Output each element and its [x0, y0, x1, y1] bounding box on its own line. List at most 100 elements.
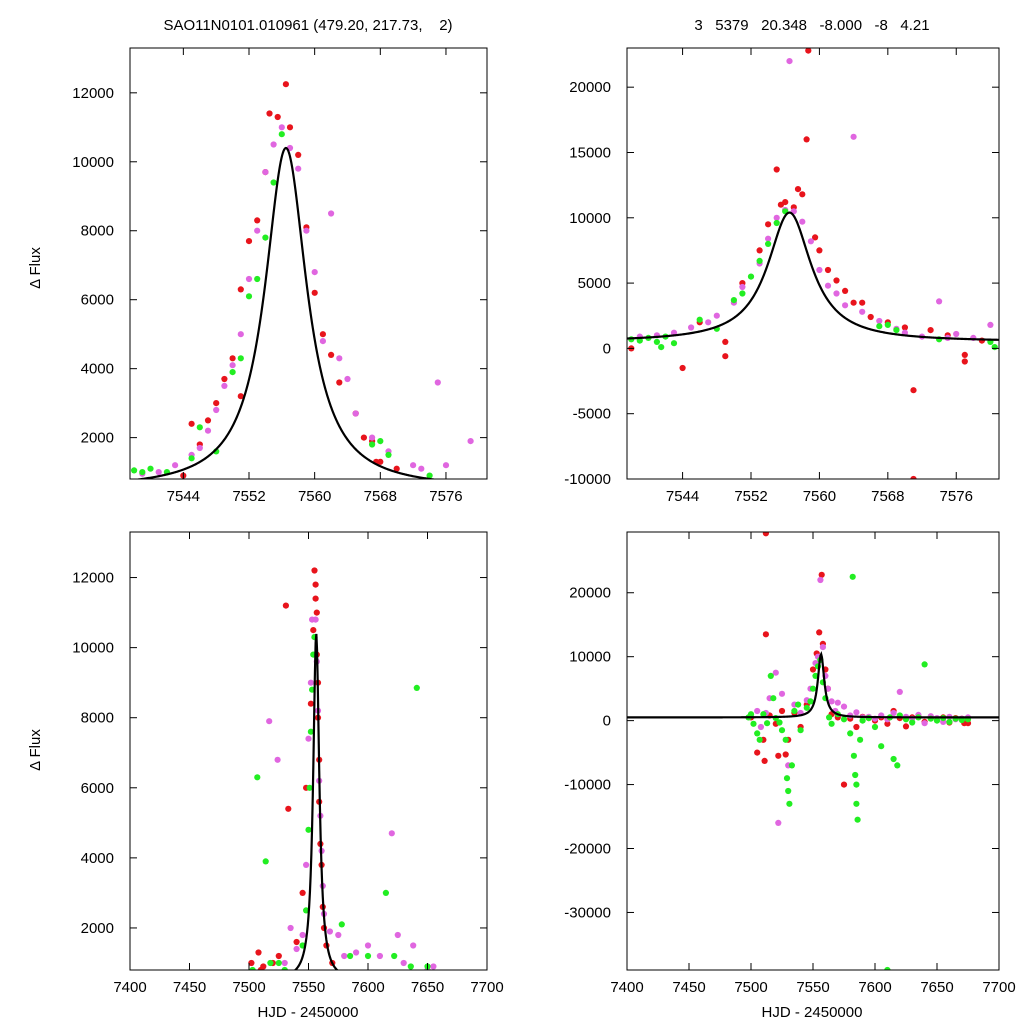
data-point-red	[722, 353, 729, 360]
data-point-magenta	[765, 235, 772, 242]
data-point-green	[747, 273, 755, 280]
data-point-green	[305, 826, 312, 833]
data-point-green	[849, 573, 856, 580]
data-point-green	[670, 340, 678, 347]
model-curve	[133, 146, 439, 479]
y-tick-label: 10000	[569, 649, 611, 666]
data-point-red	[778, 707, 786, 715]
y-tick-label: 12000	[72, 570, 114, 587]
data-point-magenta	[336, 355, 343, 362]
data-point-green	[407, 963, 414, 970]
data-point-magenta	[305, 735, 312, 742]
data-point-green	[884, 966, 891, 970]
data-point-magenta	[896, 688, 903, 696]
data-point-magenta	[254, 227, 261, 234]
data-point-green	[783, 775, 791, 782]
data-point-magenta	[344, 375, 351, 383]
y-tick-label: 20000	[569, 79, 611, 96]
data-point-magenta	[842, 302, 849, 309]
data-point-magenta	[270, 141, 277, 148]
y-tick-label: 10000	[569, 210, 611, 227]
data-point-magenta	[229, 362, 236, 369]
data-point-magenta	[245, 275, 253, 283]
x-tick-label: 7568	[364, 488, 397, 505]
data-point-green	[754, 730, 761, 737]
data-point-green	[254, 275, 261, 283]
data-point-magenta	[335, 931, 342, 939]
data-point-green	[909, 719, 916, 726]
data-point-magenta	[274, 756, 281, 763]
data-point-green	[765, 240, 772, 247]
data-point-magenta	[341, 952, 348, 960]
data-point-green	[788, 762, 796, 769]
data-point-red	[377, 458, 384, 465]
data-point-red	[213, 400, 220, 407]
data-points	[745, 532, 972, 970]
plot-frame	[626, 531, 1000, 971]
data-point-magenta	[816, 266, 823, 274]
data-point-green	[756, 257, 763, 264]
data-point-red	[299, 889, 306, 897]
x-tick-label: 7700	[982, 979, 1015, 996]
data-point-green	[773, 219, 780, 227]
data-point-green	[347, 952, 354, 960]
data-point-green	[921, 661, 928, 668]
data-point-red	[833, 277, 840, 284]
data-point-green	[854, 816, 861, 823]
data-point-magenta	[824, 282, 832, 289]
data-point-green	[791, 707, 798, 715]
data-point-green	[876, 323, 883, 330]
data-point-green	[826, 714, 833, 721]
y-tick-label: -5000	[573, 406, 611, 423]
data-point-green	[267, 959, 274, 967]
data-point-red	[842, 287, 849, 294]
data-point-magenta	[281, 959, 288, 967]
y-tick-label: 8000	[81, 223, 114, 240]
data-point-red	[319, 331, 326, 338]
header-left-text: SAO11N0101.010961 (479.20, 217.73, 2)	[163, 17, 452, 34]
x-tick-label: 7544	[167, 488, 200, 505]
data-point-magenta	[299, 931, 306, 939]
data-point-red	[799, 191, 806, 198]
data-point-magenta	[757, 723, 765, 731]
data-point-magenta	[817, 576, 824, 584]
data-point-green	[803, 704, 810, 711]
data-point-red	[775, 752, 782, 759]
data-point-magenta	[853, 709, 860, 716]
header-right-text: 3 5379 20.348 -8.000 -8 4.21	[694, 17, 929, 34]
data-point-magenta	[833, 290, 840, 297]
x-tick-label: 7500	[734, 979, 767, 996]
data-point-green	[750, 720, 757, 727]
x-axis-label-right: HJD - 2450000	[762, 1004, 863, 1021]
data-point-magenta	[799, 218, 806, 225]
plot-frame	[626, 47, 1000, 480]
data-point-red	[901, 324, 909, 331]
data-point-red	[295, 151, 302, 158]
data-point-magenta	[303, 861, 310, 869]
data-point-red	[221, 375, 228, 383]
x-tick-label: 7552	[232, 488, 265, 505]
data-point-magenta	[326, 928, 333, 935]
data-point-magenta	[688, 324, 695, 331]
data-point-magenta	[807, 238, 815, 245]
data-point-red	[782, 199, 789, 206]
data-point-red	[761, 757, 768, 765]
data-point-green	[739, 290, 746, 297]
data-point-red	[884, 720, 891, 727]
data-point-green	[306, 784, 313, 791]
y-tick-label: -30000	[564, 904, 611, 921]
data-point-green	[307, 728, 314, 735]
data-point-magenta	[213, 406, 220, 414]
data-point-red	[816, 247, 823, 254]
y-tick-label: 2000	[81, 430, 114, 447]
data-point-red	[927, 327, 934, 334]
data-point-red	[312, 581, 319, 588]
data-point-red	[859, 299, 866, 306]
y-axis-label-top: Δ Flux	[27, 247, 44, 289]
data-point-green	[946, 718, 953, 726]
data-point-green	[377, 438, 384, 445]
x-tick-label: 7576	[429, 488, 462, 505]
data-point-green	[853, 781, 860, 788]
data-point-red	[266, 110, 273, 117]
data-point-red	[910, 475, 917, 479]
